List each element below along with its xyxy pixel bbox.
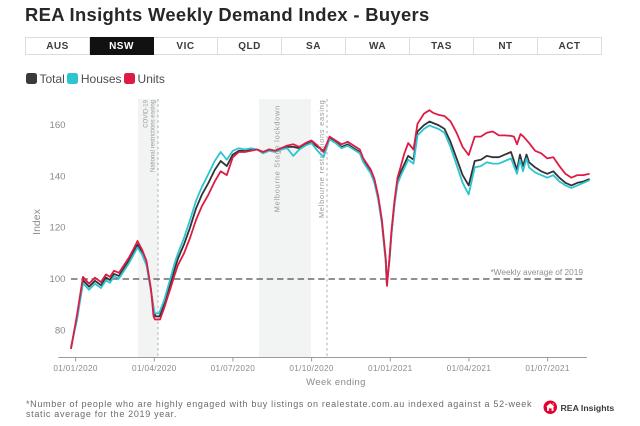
svg-text:01/01/2020: 01/01/2020 [53,364,98,373]
svg-text:100: 100 [49,274,65,285]
svg-text:01/07/2020: 01/07/2020 [211,364,256,373]
svg-text:01/01/2021: 01/01/2021 [368,364,413,373]
svg-text:Melbourne restrictions easing: Melbourne restrictions easing [317,100,326,219]
svg-text:*Weekly average of 2019: *Weekly average of 2019 [490,267,583,277]
svg-text:01/07/2021: 01/07/2021 [525,364,570,373]
svg-text:01/10/2020: 01/10/2020 [289,364,334,373]
svg-text:120: 120 [49,223,65,234]
svg-text:01/04/2021: 01/04/2021 [447,364,492,373]
svg-text:01/04/2020: 01/04/2020 [132,364,177,373]
svg-text:140: 140 [49,171,65,182]
svg-text:Week ending: Week ending [306,377,366,388]
svg-text:Melbourne Stage lockdown: Melbourne Stage lockdown [273,105,282,212]
svg-text:80: 80 [55,325,66,336]
svg-text:160: 160 [49,120,65,131]
svg-text:Index: Index [31,208,43,234]
